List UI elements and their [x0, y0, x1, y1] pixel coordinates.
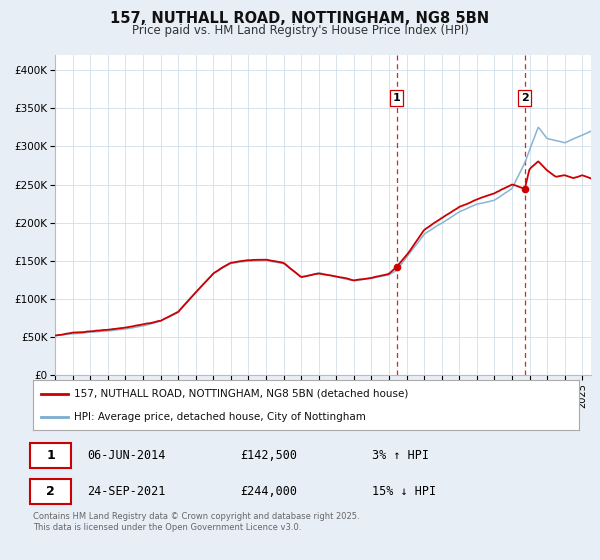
- Text: 2: 2: [46, 485, 55, 498]
- Text: 1: 1: [393, 93, 401, 103]
- Text: 24-SEP-2021: 24-SEP-2021: [88, 485, 166, 498]
- Text: £244,000: £244,000: [241, 485, 298, 498]
- Text: 1: 1: [46, 449, 55, 463]
- Text: Price paid vs. HM Land Registry's House Price Index (HPI): Price paid vs. HM Land Registry's House …: [131, 24, 469, 36]
- Text: 2: 2: [521, 93, 529, 103]
- FancyBboxPatch shape: [30, 479, 71, 504]
- Text: 157, NUTHALL ROAD, NOTTINGHAM, NG8 5BN: 157, NUTHALL ROAD, NOTTINGHAM, NG8 5BN: [110, 11, 490, 26]
- Text: 15% ↓ HPI: 15% ↓ HPI: [371, 485, 436, 498]
- FancyBboxPatch shape: [30, 444, 71, 468]
- Text: 3% ↑ HPI: 3% ↑ HPI: [371, 449, 428, 463]
- Text: Contains HM Land Registry data © Crown copyright and database right 2025.
This d: Contains HM Land Registry data © Crown c…: [33, 512, 359, 532]
- Text: 06-JUN-2014: 06-JUN-2014: [88, 449, 166, 463]
- Text: £142,500: £142,500: [241, 449, 298, 463]
- Text: HPI: Average price, detached house, City of Nottingham: HPI: Average price, detached house, City…: [74, 413, 366, 422]
- Text: 157, NUTHALL ROAD, NOTTINGHAM, NG8 5BN (detached house): 157, NUTHALL ROAD, NOTTINGHAM, NG8 5BN (…: [74, 389, 409, 399]
